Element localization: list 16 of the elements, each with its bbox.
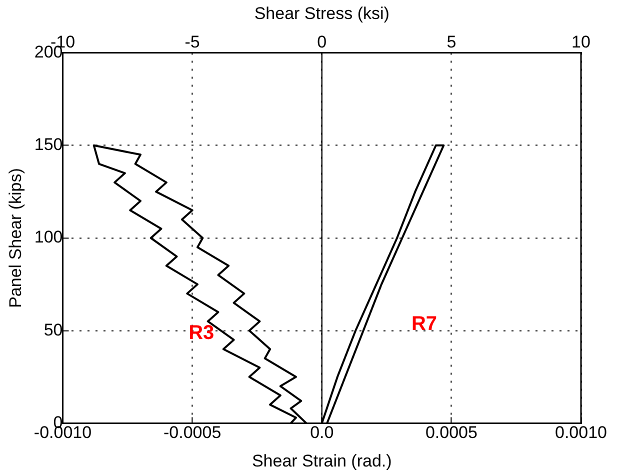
x-tick-label: 0.0 (310, 423, 334, 442)
y-tick-label: 50 (44, 320, 63, 340)
y-tick-label: 100 (34, 228, 63, 247)
y-tick-label: 150 (34, 135, 63, 154)
x-tick-label: 0.0010 (555, 423, 607, 442)
x2-tick-label: 5 (446, 32, 456, 52)
series-label: R7 (411, 312, 438, 335)
x2-tick-label: 0 (317, 32, 327, 52)
series-label: R3 (188, 322, 214, 344)
x-tick-label: 0.0005 (425, 423, 478, 442)
x-tick-label: -0.0005 (163, 423, 222, 442)
x2-tick-label: -5 (184, 32, 200, 52)
y-axis-title: Panel Shear (kips) (6, 168, 25, 308)
x2-tick-label: 10 (572, 32, 590, 52)
x2-axis-title: Shear Stress (ksi) (254, 4, 390, 23)
x-axis-title: Shear Strain (rad.) (252, 451, 392, 470)
